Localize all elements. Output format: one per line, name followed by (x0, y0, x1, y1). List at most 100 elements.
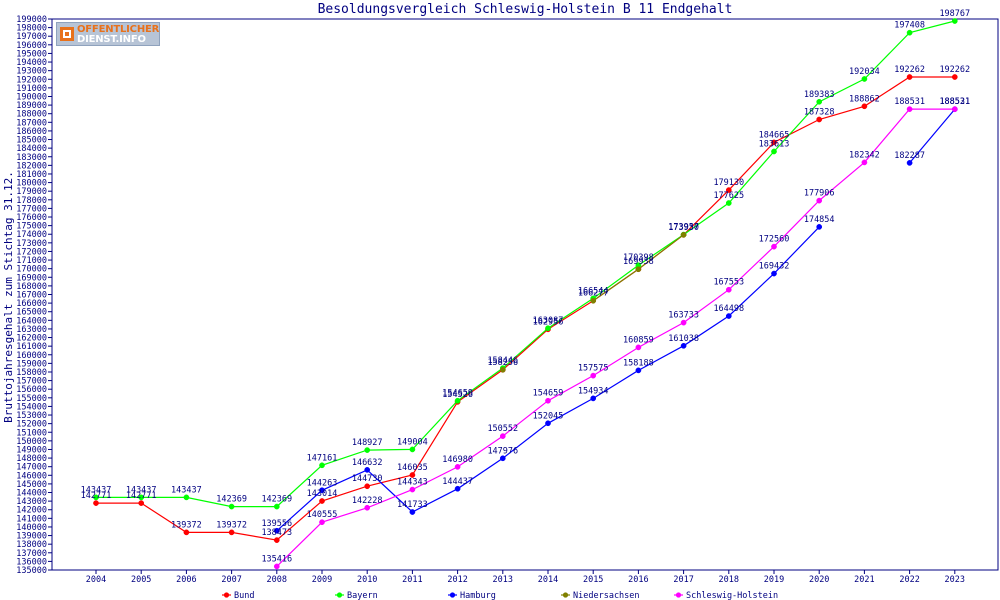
data-label-bund: 143014 (307, 489, 338, 499)
data-point-bund (183, 529, 190, 536)
x-tick-label: 2009 (312, 575, 332, 585)
y-tick-label: 168000 (16, 282, 47, 292)
data-point-bayern (183, 494, 190, 501)
data-point-hamburg (635, 367, 642, 374)
data-point-bayern (138, 494, 145, 501)
data-label-schleswig-holstein: 144343 (397, 478, 428, 488)
data-point-bayern (454, 397, 461, 404)
data-point-bund (228, 529, 235, 536)
y-tick-label: 148000 (16, 454, 47, 464)
data-label-schleswig-holstein: 188531 (894, 97, 925, 107)
legend-swatch-marker (675, 592, 682, 598)
data-point-bund (138, 500, 145, 506)
y-tick-label: 167000 (16, 291, 47, 301)
y-tick-label: 154000 (16, 402, 47, 412)
y-tick-label: 183000 (16, 153, 47, 163)
y-tick-label: 160000 (16, 351, 47, 361)
data-label-hamburg: 139556 (261, 519, 292, 529)
data-label-bund: 173930 (668, 223, 699, 233)
data-point-niedersachsen (635, 266, 642, 273)
data-label-schleswig-holstein: 167553 (713, 278, 744, 288)
y-tick-label: 178000 (16, 196, 47, 206)
x-tick-label: 2013 (493, 575, 513, 585)
y-tick-label: 143000 (16, 497, 47, 507)
data-point-bund (364, 483, 371, 490)
data-point-bund (816, 116, 823, 123)
x-tick-label: 2020 (809, 575, 829, 585)
y-tick-label: 194000 (16, 58, 47, 68)
legend-label: Bayern (347, 591, 378, 600)
data-point-schleswig-holstein (725, 286, 732, 293)
y-tick-label: 172000 (16, 247, 47, 257)
data-label-bayern: 143437 (171, 485, 202, 495)
x-tick-label: 2021 (854, 575, 874, 585)
y-tick-label: 180000 (16, 179, 47, 189)
data-point-bayern (725, 200, 732, 206)
data-point-schleswig-holstein (545, 397, 551, 404)
x-tick-label: 2010 (357, 575, 377, 585)
data-point-schleswig-holstein (409, 486, 416, 493)
data-label-bund: 187328 (804, 107, 835, 117)
x-tick-label: 2015 (583, 575, 603, 585)
data-point-schleswig-holstein (273, 563, 280, 570)
data-label-hamburg: 169432 (759, 262, 790, 272)
data-point-bayern (364, 447, 371, 453)
y-tick-label: 198000 (16, 24, 47, 34)
data-point-bund (319, 498, 325, 504)
x-tick-label: 2019 (764, 575, 784, 585)
y-tick-label: 147000 (16, 463, 47, 473)
data-point-niedersachsen (590, 297, 597, 304)
data-point-schleswig-holstein (454, 464, 461, 470)
legend-item-niedersachsen: Niedersachsen (561, 591, 640, 600)
data-point-bayern (409, 446, 416, 453)
data-label-hamburg: 144437 (442, 477, 473, 487)
logo-text-line1: OFFENTLICHER (77, 24, 160, 35)
data-point-hamburg (409, 509, 416, 515)
data-label-bayern: 189383 (804, 90, 835, 100)
data-label-hamburg: 174854 (804, 215, 835, 225)
data-point-bund (906, 74, 913, 80)
data-label-bund: 188862 (849, 94, 880, 104)
data-label-bayern: 142369 (261, 495, 292, 505)
legend-label: Schleswig-Holstein (686, 591, 778, 600)
y-tick-label: 169000 (16, 273, 47, 283)
series-line-schleswig-holstein (276, 108, 955, 567)
data-label-bund: 139372 (171, 520, 202, 530)
y-tick-label: 139000 (16, 532, 47, 542)
data-label-bund: 142771 (126, 491, 157, 501)
data-point-bund (93, 500, 99, 506)
y-tick-label: 199000 (16, 15, 47, 25)
data-label-hamburg: 161038 (668, 334, 699, 344)
x-tick-label: 2008 (267, 575, 287, 585)
data-point-bayern (951, 18, 958, 24)
data-point-bayern (771, 148, 777, 155)
data-label-bayern: 143437 (126, 485, 157, 495)
y-tick-label: 173000 (16, 239, 47, 249)
y-tick-label: 190000 (16, 92, 47, 102)
y-tick-label: 156000 (16, 385, 47, 395)
data-label-schleswig-holstein: 157575 (578, 364, 609, 374)
data-label-bund: 158256 (487, 358, 518, 368)
data-label-schleswig-holstein: 135416 (261, 554, 292, 564)
y-tick-label: 137000 (16, 549, 47, 559)
data-label-schleswig-holstein: 150552 (487, 424, 518, 434)
y-tick-label: 159000 (16, 359, 47, 369)
data-point-hamburg (771, 270, 777, 277)
data-label-bund: 162956 (533, 317, 564, 327)
data-label-bayern: 198767 (939, 9, 970, 19)
y-tick-label: 195000 (16, 49, 47, 59)
data-label-bund: 142771 (81, 491, 112, 501)
y-tick-label: 141000 (16, 514, 47, 524)
y-tick-label: 153000 (16, 411, 47, 421)
chart-title: Besoldungsvergleich Schleswig-Holstein B… (318, 2, 733, 17)
data-label-bund: 184665 (759, 130, 790, 140)
data-point-bayern (816, 98, 823, 105)
data-label-schleswig-holstein: 146980 (442, 455, 473, 465)
y-tick-label: 135000 (16, 566, 47, 576)
data-label-bund: 146035 (397, 463, 428, 473)
y-tick-label: 193000 (16, 67, 47, 77)
data-point-bund (951, 74, 958, 80)
data-label-bayern: 197408 (894, 21, 925, 31)
data-label-bayern: 158446 (487, 356, 518, 366)
